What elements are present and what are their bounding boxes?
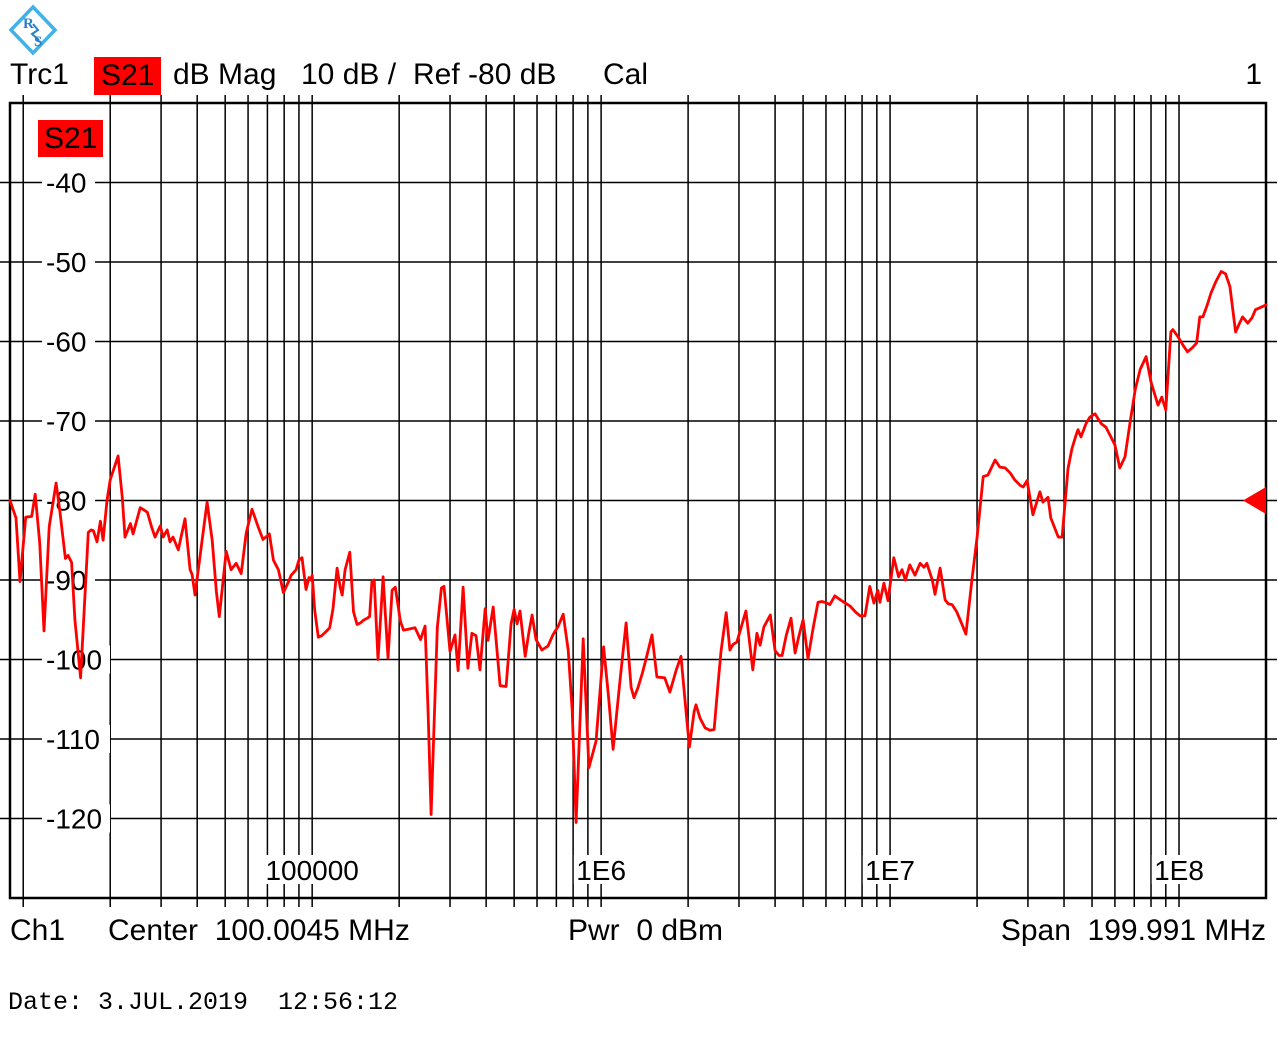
x-label-bg: [1151, 855, 1207, 884]
x-axis-label: 1E7: [865, 855, 915, 886]
ref-level-label[interactable]: Ref -80 dB: [413, 58, 557, 91]
rs-logo-diamond: [8, 4, 58, 56]
x-axis-label: 1E6: [576, 855, 626, 886]
measurement-badge[interactable]: S21: [94, 57, 162, 95]
center-frequency-field[interactable]: Center 100.0045 MHz: [108, 914, 410, 947]
plot-trace-badge: S21: [38, 120, 104, 157]
y-label-bg: [42, 725, 110, 753]
x-axis-label: 1E8: [1154, 855, 1204, 886]
y-axis-label: -90: [46, 565, 86, 596]
x-axis-label: 100000: [265, 855, 358, 886]
y-label-bg: [42, 407, 95, 435]
x-label-bg: [862, 855, 918, 884]
power-field[interactable]: Pwr 0 dBm: [568, 914, 724, 947]
x-label-bg: [261, 855, 363, 884]
cal-status-label: Cal: [603, 58, 649, 91]
y-label-bg: [42, 645, 110, 674]
y-axis-label: -120: [46, 804, 102, 835]
ref-level-marker[interactable]: [1243, 487, 1266, 514]
y-axis-label: -40: [46, 168, 86, 199]
format-label[interactable]: dB Mag: [173, 58, 277, 91]
y-axis-label: -50: [46, 247, 86, 278]
y-axis-label: -110: [46, 724, 100, 755]
y-label-bg: [42, 327, 95, 356]
trace-number: 1: [1245, 58, 1262, 91]
rs-logo-r: R: [23, 16, 34, 32]
y-label-bg: [42, 804, 110, 833]
rs-logo: R S: [8, 4, 58, 56]
y-label-bg: [42, 168, 95, 197]
s21-trace: [8, 270, 1268, 824]
rs-logo-s: S: [34, 34, 42, 50]
scale-label[interactable]: 10 dB /: [301, 58, 397, 91]
y-axis-label: -100: [46, 645, 102, 676]
y-axis-label: -70: [46, 406, 86, 437]
y-label-bg: [42, 248, 95, 276]
date-time-stamp: Date: 3.JUL.2019 12:56:12: [8, 988, 399, 1017]
span-field[interactable]: Span 199.991 MHz: [1000, 914, 1266, 947]
x-label-bg: [573, 855, 629, 884]
y-axis-label: -60: [46, 327, 86, 358]
rs-logo-ampersand: [30, 23, 40, 41]
trace-label[interactable]: Trc1: [10, 58, 69, 91]
channel-label[interactable]: Ch1: [10, 914, 66, 947]
